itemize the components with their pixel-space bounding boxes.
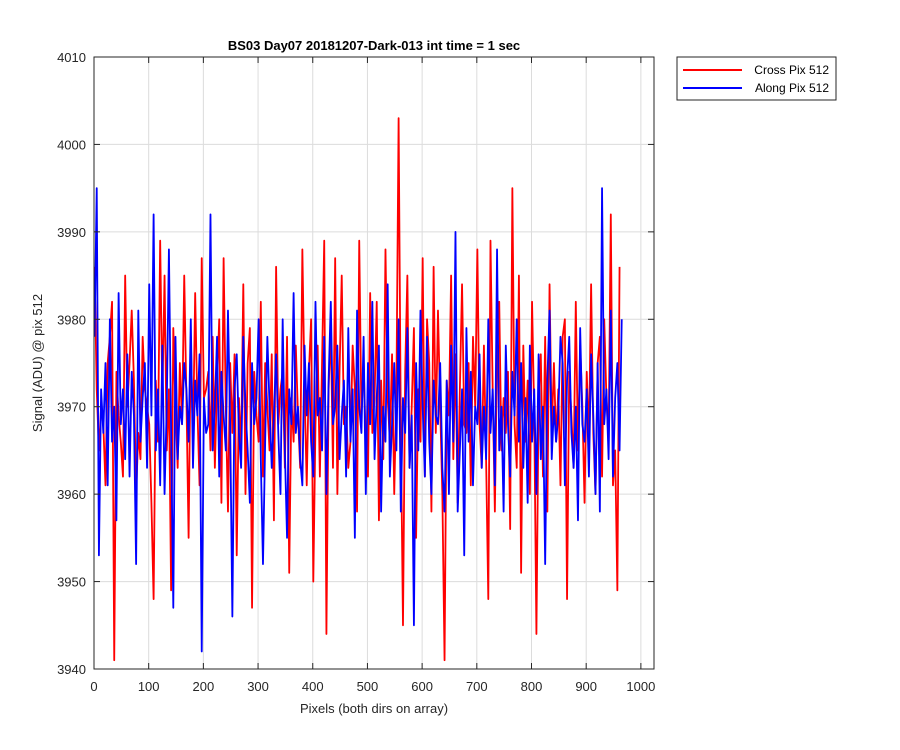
y-tick-label: 4010 xyxy=(57,50,86,65)
x-tick-label: 100 xyxy=(138,679,160,694)
y-tick-label: 3990 xyxy=(57,225,86,240)
y-tick-labels: 3940 3950 3960 3970 3980 3990 4000 4010 xyxy=(57,50,86,677)
x-tick-label: 600 xyxy=(411,679,433,694)
legend-label-cross-pix-512: Cross Pix 512 xyxy=(754,63,829,77)
x-tick-label: 1000 xyxy=(626,679,655,694)
x-axis-label: Pixels (both dirs on array) xyxy=(300,701,448,716)
y-axis-label: Signal (ADU) @ pix 512 xyxy=(30,294,45,432)
x-tick-label: 400 xyxy=(302,679,324,694)
series-line-along-pix-512 xyxy=(93,187,623,653)
y-tick-label: 3980 xyxy=(57,312,86,327)
legend: Cross Pix 512 Along Pix 512 xyxy=(676,56,837,101)
x-tick-label: 800 xyxy=(521,679,543,694)
plot-frame xyxy=(93,56,655,670)
x-tick-label: 0 xyxy=(90,679,97,694)
x-tick-label: 200 xyxy=(193,679,215,694)
chart-title: BS03 Day07 20181207-Dark-013 int time = … xyxy=(228,38,520,53)
x-tick-label: 700 xyxy=(466,679,488,694)
y-tick-label: 3970 xyxy=(57,400,86,415)
x-tick-label: 500 xyxy=(357,679,379,694)
x-tick-label: 900 xyxy=(575,679,597,694)
y-tick-label: 3950 xyxy=(57,575,86,590)
x-tick-labels: 0 100 200 300 400 500 600 700 800 900 1000 xyxy=(90,679,655,694)
y-tick-label: 4000 xyxy=(57,137,86,152)
y-tick-label: 3940 xyxy=(57,662,86,677)
legend-label-along-pix-512: Along Pix 512 xyxy=(755,81,829,95)
series-layer xyxy=(93,117,623,662)
axis-ticks xyxy=(93,56,654,670)
legend-box xyxy=(676,56,837,101)
x-tick-label: 300 xyxy=(247,679,269,694)
y-tick-label: 3960 xyxy=(57,487,86,502)
